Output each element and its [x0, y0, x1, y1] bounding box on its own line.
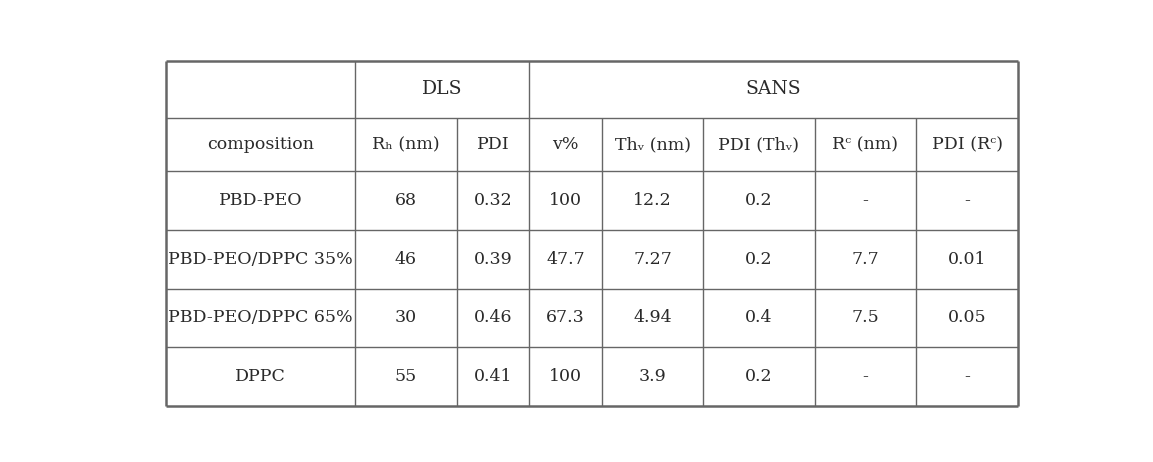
- Text: 4.94: 4.94: [633, 310, 672, 326]
- Text: 7.7: 7.7: [852, 251, 880, 267]
- Text: Rₕ (nm): Rₕ (nm): [372, 136, 439, 153]
- Text: 0.46: 0.46: [474, 310, 512, 326]
- Text: 0.2: 0.2: [745, 368, 773, 385]
- Text: DPPC: DPPC: [235, 368, 286, 385]
- Text: PBD-PEO/DPPC 35%: PBD-PEO/DPPC 35%: [168, 251, 353, 267]
- Text: PDI (Thᵥ): PDI (Thᵥ): [718, 136, 799, 153]
- Text: PBD-PEO: PBD-PEO: [219, 192, 302, 209]
- Text: 30: 30: [394, 310, 416, 326]
- Text: Rᶜ (nm): Rᶜ (nm): [832, 136, 898, 153]
- Text: DLS: DLS: [422, 80, 462, 98]
- Text: 0.32: 0.32: [474, 192, 512, 209]
- Text: 100: 100: [549, 368, 582, 385]
- Text: 67.3: 67.3: [547, 310, 585, 326]
- Text: PBD-PEO/DPPC 65%: PBD-PEO/DPPC 65%: [168, 310, 353, 326]
- Text: 55: 55: [394, 368, 417, 385]
- Text: PDI: PDI: [476, 136, 510, 153]
- Text: v%: v%: [552, 136, 579, 153]
- Text: 3.9: 3.9: [639, 368, 666, 385]
- Text: 0.05: 0.05: [948, 310, 987, 326]
- Text: 46: 46: [394, 251, 416, 267]
- Text: -: -: [964, 368, 970, 385]
- Text: 0.2: 0.2: [745, 192, 773, 209]
- Text: 0.41: 0.41: [474, 368, 512, 385]
- Text: 68: 68: [394, 192, 416, 209]
- Text: 0.01: 0.01: [948, 251, 987, 267]
- Text: 100: 100: [549, 192, 582, 209]
- Text: -: -: [964, 192, 970, 209]
- Text: 7.5: 7.5: [852, 310, 880, 326]
- Text: 12.2: 12.2: [633, 192, 672, 209]
- Text: SANS: SANS: [746, 80, 801, 98]
- Text: PDI (Rᶜ): PDI (Rᶜ): [932, 136, 1003, 153]
- Text: 47.7: 47.7: [547, 251, 585, 267]
- Text: -: -: [862, 368, 868, 385]
- Text: 0.4: 0.4: [745, 310, 773, 326]
- Text: -: -: [862, 192, 868, 209]
- Text: 7.27: 7.27: [633, 251, 672, 267]
- Text: composition: composition: [208, 136, 314, 153]
- Text: 0.2: 0.2: [745, 251, 773, 267]
- Text: 0.39: 0.39: [474, 251, 512, 267]
- Text: Thᵥ (nm): Thᵥ (nm): [615, 136, 691, 153]
